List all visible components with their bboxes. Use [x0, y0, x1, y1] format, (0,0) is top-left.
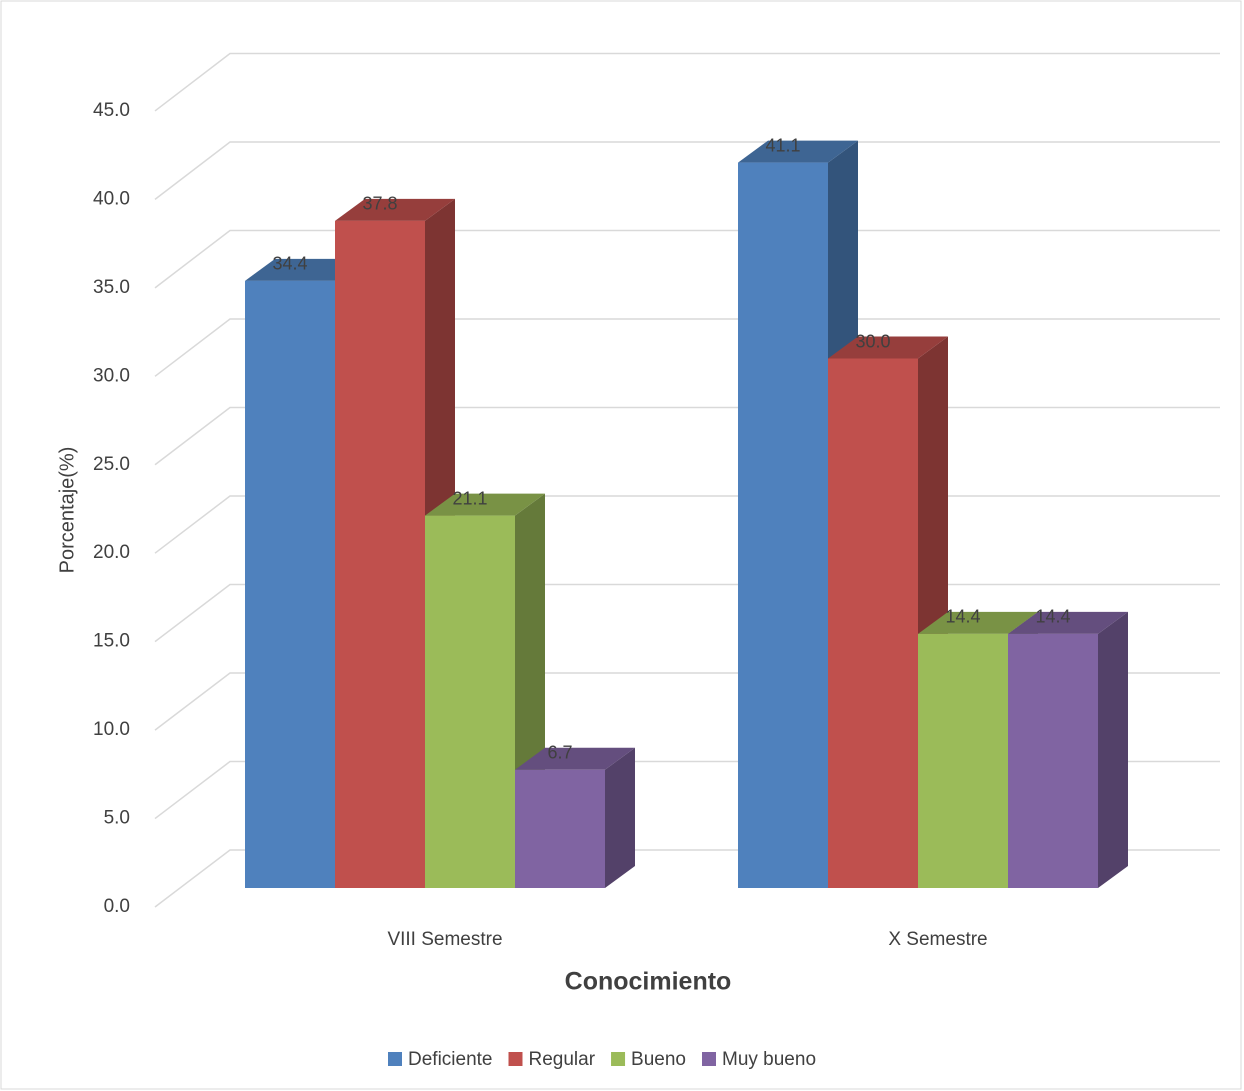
bar: [245, 280, 335, 889]
legend-label: Deficiente: [408, 1049, 493, 1070]
data-label: 41.1: [765, 135, 800, 155]
legend-label: Bueno: [631, 1049, 686, 1070]
y-tick-label: 10.0: [93, 719, 130, 740]
data-label: 37.8: [362, 194, 397, 214]
y-tick-label: 15.0: [93, 631, 130, 652]
data-label: 14.4: [945, 607, 980, 627]
grid-line: [154, 229, 1220, 289]
y-axis-label: Porcentaje(%): [56, 447, 78, 574]
data-label: 34.4: [272, 254, 307, 274]
bar: [828, 358, 918, 888]
bar-top: [828, 336, 948, 359]
bar-top: [918, 611, 1038, 634]
legend-label: Muy bueno: [722, 1049, 816, 1070]
bar: [515, 769, 605, 888]
bar-top: [1008, 611, 1128, 634]
bar-top: [425, 493, 545, 516]
data-label: 21.1: [452, 488, 487, 508]
y-tick-label: 25.0: [93, 454, 130, 475]
bar: [918, 633, 1008, 888]
bar: [1008, 633, 1098, 888]
bar-side: [1098, 611, 1128, 888]
bar-side: [605, 747, 635, 888]
y-tick-label: 45.0: [93, 100, 130, 121]
data-label: 14.4: [1035, 607, 1070, 627]
bar: [738, 162, 828, 888]
bar: [335, 220, 425, 888]
legend-swatch: [611, 1052, 626, 1066]
chart-title: Conocimiento: [565, 968, 732, 996]
bar: [425, 515, 515, 888]
bar-top: [335, 198, 455, 221]
x-tick-label: X Semestre: [888, 929, 987, 950]
legend-swatch: [702, 1052, 716, 1066]
y-tick-label: 20.0: [93, 542, 130, 563]
legend-swatch: [508, 1052, 523, 1066]
data-label: 30.0: [855, 331, 890, 351]
y-tick-label: 30.0: [93, 365, 130, 386]
y-tick-label: 35.0: [93, 277, 130, 298]
legend-label: Regular: [529, 1049, 596, 1070]
x-tick-label: VIII Semestre: [387, 929, 502, 950]
grid-line: [154, 141, 1220, 200]
legend-swatch: [388, 1052, 402, 1066]
y-tick-label: 0.0: [104, 896, 130, 917]
grid-line: [154, 318, 1220, 377]
bar-top: [515, 747, 635, 770]
bar-top: [738, 140, 858, 163]
grid-line: [154, 52, 1220, 112]
y-tick-label: 5.0: [104, 808, 130, 829]
data-label: 6.7: [547, 742, 572, 762]
y-tick-label: 40.0: [93, 188, 130, 209]
